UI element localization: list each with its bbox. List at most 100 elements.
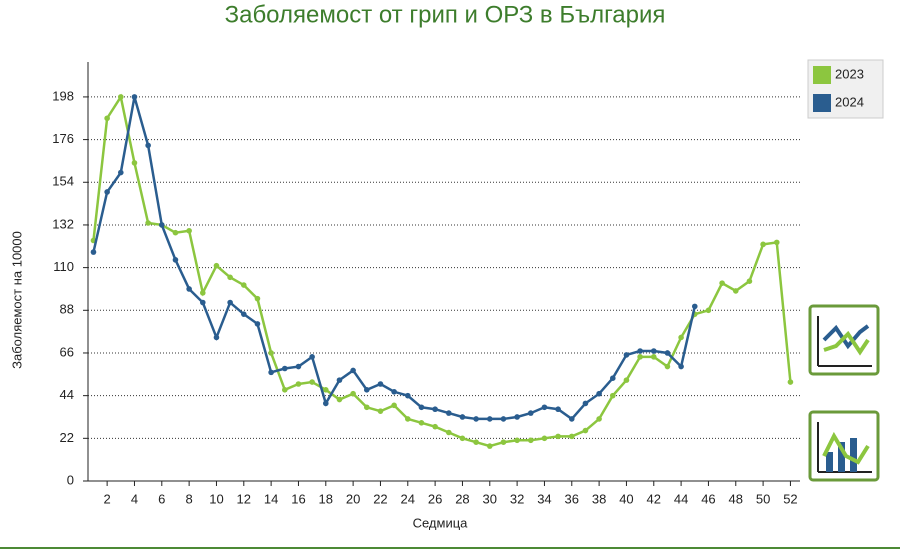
- data-point: [678, 363, 684, 370]
- data-point: [432, 423, 438, 430]
- data-point: [186, 227, 192, 234]
- data-point: [486, 443, 493, 449]
- data-point: [623, 377, 630, 383]
- data-point: [500, 416, 507, 422]
- data-point: [404, 392, 411, 399]
- legend-swatch: [813, 94, 831, 112]
- data-point: [213, 334, 220, 341]
- data-point: [432, 406, 438, 413]
- data-point: [322, 400, 329, 407]
- data-point: [500, 439, 507, 446]
- x-tick-label: 46: [701, 491, 715, 506]
- y-tick-label: 110: [53, 259, 74, 274]
- data-point: [186, 286, 192, 292]
- x-tick-label: 48: [729, 491, 743, 506]
- x-tick-label: 28: [455, 491, 469, 506]
- x-tick-label: 18: [319, 491, 333, 506]
- data-point: [172, 229, 179, 236]
- data-point: [281, 387, 288, 393]
- data-point: [555, 433, 561, 440]
- y-axis-title: Заболяемост на 10000: [9, 231, 24, 369]
- data-point: [418, 420, 425, 426]
- series-line: [92, 96, 696, 421]
- y-tick-label: 88: [60, 302, 74, 317]
- x-tick-label: 12: [237, 491, 251, 506]
- data-point: [691, 303, 698, 310]
- data-point: [90, 249, 97, 255]
- data-point: [486, 416, 493, 422]
- data-point: [227, 274, 233, 281]
- data-point: [555, 406, 561, 413]
- data-point: [514, 414, 520, 420]
- data-point: [227, 299, 233, 306]
- data-point: [254, 321, 261, 327]
- data-point: [445, 410, 452, 416]
- data-point: [199, 299, 206, 306]
- data-point: [172, 257, 179, 263]
- x-tick-label: 40: [619, 491, 633, 506]
- x-tick-label: 10: [209, 491, 223, 506]
- data-point: [240, 282, 247, 288]
- data-point: [145, 142, 151, 149]
- y-tick-label: 66: [60, 344, 74, 359]
- data-point: [568, 416, 575, 422]
- data-point: [309, 379, 315, 385]
- x-tick-label: 36: [565, 491, 579, 506]
- data-point: [363, 387, 370, 393]
- x-tick-label: 34: [537, 491, 551, 506]
- x-tick-label: 16: [291, 491, 305, 506]
- data-point: [527, 437, 534, 444]
- data-point: [445, 429, 452, 436]
- data-point: [459, 414, 466, 420]
- data-point: [609, 392, 616, 399]
- data-point: [637, 348, 643, 354]
- legend-label: 2023: [835, 66, 864, 81]
- data-point: [787, 379, 794, 385]
- x-tick-label: 8: [186, 491, 193, 506]
- data-point: [678, 334, 684, 341]
- data-point: [131, 160, 138, 166]
- data-point: [391, 402, 397, 409]
- y-tick-label: 22: [60, 430, 74, 445]
- data-point: [527, 410, 534, 416]
- data-point: [596, 390, 602, 397]
- x-tick-label: 20: [346, 491, 360, 506]
- legend-label: 2024: [835, 94, 864, 109]
- y-tick-label: 132: [52, 216, 74, 231]
- data-point: [268, 350, 274, 356]
- data-point: [104, 115, 110, 122]
- data-point: [268, 369, 274, 376]
- x-tick-label: 4: [131, 491, 138, 506]
- series-line: [92, 93, 792, 448]
- data-point: [773, 239, 780, 246]
- data-point: [732, 288, 739, 294]
- x-tick-label: 2: [104, 491, 111, 506]
- y-tick-label: 176: [52, 131, 74, 146]
- x-tick-label: 42: [647, 491, 661, 506]
- x-tick-label: 14: [264, 491, 278, 506]
- data-point: [541, 404, 548, 411]
- data-point: [473, 439, 479, 446]
- x-tick-label: 50: [756, 491, 770, 506]
- data-point: [596, 416, 602, 422]
- data-point: [746, 278, 753, 284]
- x-tick-label: 44: [674, 491, 688, 506]
- x-tick-label: 52: [783, 491, 797, 506]
- line-chart-icon[interactable]: [808, 304, 880, 376]
- x-axis-title: Седмица: [413, 515, 469, 530]
- x-tick-label: 32: [510, 491, 524, 506]
- legend-swatch: [813, 66, 831, 84]
- data-point: [295, 363, 302, 370]
- x-tick-label: 26: [428, 491, 442, 506]
- data-point: [418, 404, 425, 411]
- data-point: [623, 352, 630, 358]
- data-point: [664, 363, 671, 370]
- chart-title: Заболяемост от грип и ОРЗ в България: [225, 1, 666, 28]
- data-point: [541, 435, 548, 442]
- data-point: [650, 354, 657, 360]
- data-point: [404, 416, 411, 422]
- bar-chart-icon[interactable]: [808, 410, 880, 482]
- data-point: [514, 437, 520, 444]
- x-tick-label: 38: [592, 491, 606, 506]
